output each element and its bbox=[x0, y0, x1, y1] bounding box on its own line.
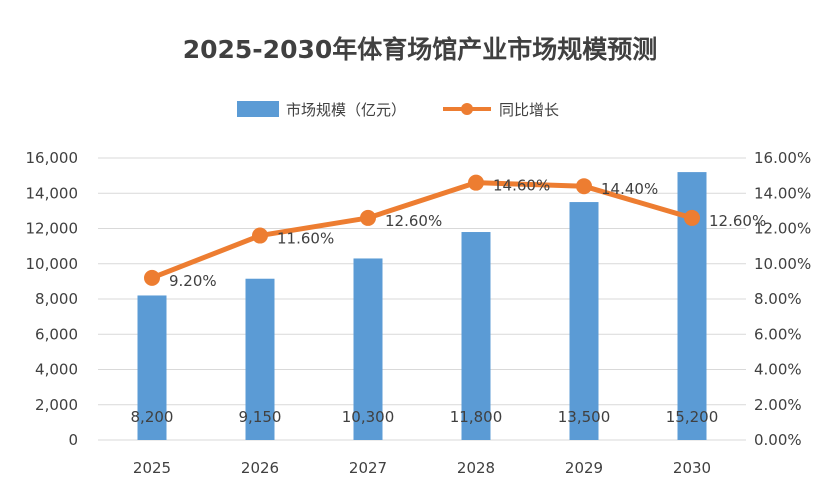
bar-data-labels: 8,200 9,150 10,300 11,800 13,500 15,200 bbox=[131, 408, 719, 426]
y-axis-left: 0 2,000 4,000 6,000 8,000 10,000 12,000 14,000 1… bbox=[26, 149, 79, 449]
y-right-tick-label: 4.00% bbox=[754, 361, 802, 379]
legend-line-marker bbox=[461, 103, 473, 115]
y-left-tick-label: 0 bbox=[68, 431, 78, 449]
y-left-tick-label: 14,000 bbox=[26, 184, 79, 202]
growth-line bbox=[151, 180, 693, 281]
y-right-tick-label: 10.00% bbox=[754, 255, 811, 273]
x-tick-label: 2030 bbox=[673, 459, 711, 477]
legend: 市场规模（亿元） 同比增长 bbox=[237, 101, 559, 119]
legend-bar-swatch bbox=[237, 101, 279, 117]
bar-value-label: 13,500 bbox=[558, 408, 611, 426]
chart-title: 2025-2030年体育场馆产业市场规模预测 bbox=[183, 35, 658, 64]
line-value-label: 12.60% bbox=[385, 212, 442, 230]
line-point bbox=[468, 174, 484, 191]
line-value-label: 9.20% bbox=[169, 272, 217, 290]
x-tick-label: 2027 bbox=[349, 459, 387, 477]
bar-value-label: 11,800 bbox=[450, 408, 503, 426]
line-point bbox=[684, 209, 700, 226]
x-axis: 2025 2026 2027 2028 2029 2030 bbox=[133, 459, 711, 477]
y-left-tick-label: 16,000 bbox=[26, 149, 79, 167]
line-point bbox=[360, 209, 376, 226]
grid-lines bbox=[98, 157, 746, 441]
y-left-tick-label: 2,000 bbox=[35, 396, 78, 414]
line-point bbox=[252, 227, 268, 244]
line-point bbox=[144, 269, 160, 286]
line-data-labels: 9.20% 11.60% 12.60% 14.60% 14.40% 12.60% bbox=[169, 177, 766, 290]
line-value-label: 14.40% bbox=[601, 180, 658, 198]
y-left-tick-label: 4,000 bbox=[35, 361, 78, 379]
bar bbox=[245, 278, 275, 440]
x-tick-label: 2025 bbox=[133, 459, 171, 477]
x-tick-label: 2026 bbox=[241, 459, 279, 477]
y-axis-right: 0.00% 2.00% 4.00% 6.00% 8.00% 10.00% 12.00% 14.… bbox=[754, 149, 811, 449]
y-left-tick-label: 12,000 bbox=[26, 220, 79, 238]
legend-line-label: 同比增长 bbox=[499, 101, 559, 119]
y-right-tick-label: 14.00% bbox=[754, 184, 811, 202]
line-value-label: 14.60% bbox=[493, 177, 550, 195]
y-right-tick-label: 16.00% bbox=[754, 149, 811, 167]
x-tick-label: 2029 bbox=[565, 459, 603, 477]
line-series bbox=[144, 174, 700, 286]
y-right-tick-label: 8.00% bbox=[754, 290, 802, 308]
y-right-tick-label: 6.00% bbox=[754, 325, 802, 343]
bar bbox=[461, 232, 491, 440]
line-value-label: 11.60% bbox=[277, 230, 334, 248]
bar-value-label: 15,200 bbox=[666, 408, 719, 426]
y-right-tick-label: 12.00% bbox=[754, 220, 811, 238]
line-point bbox=[576, 178, 592, 195]
y-left-tick-label: 10,000 bbox=[26, 255, 79, 273]
bar-value-label: 9,150 bbox=[239, 408, 282, 426]
x-tick-label: 2028 bbox=[457, 459, 495, 477]
bar-value-label: 8,200 bbox=[131, 408, 174, 426]
y-left-tick-label: 6,000 bbox=[35, 325, 78, 343]
bar-series bbox=[137, 172, 707, 440]
legend-bar-label: 市场规模（亿元） bbox=[286, 101, 406, 119]
bar bbox=[569, 202, 599, 440]
y-right-tick-label: 0.00% bbox=[754, 431, 802, 449]
bar bbox=[137, 295, 167, 440]
line-value-label: 12.60% bbox=[709, 212, 766, 230]
bar bbox=[353, 258, 383, 440]
y-left-tick-label: 8,000 bbox=[35, 290, 78, 308]
y-right-tick-label: 2.00% bbox=[754, 396, 802, 414]
bar-value-label: 10,300 bbox=[342, 408, 395, 426]
